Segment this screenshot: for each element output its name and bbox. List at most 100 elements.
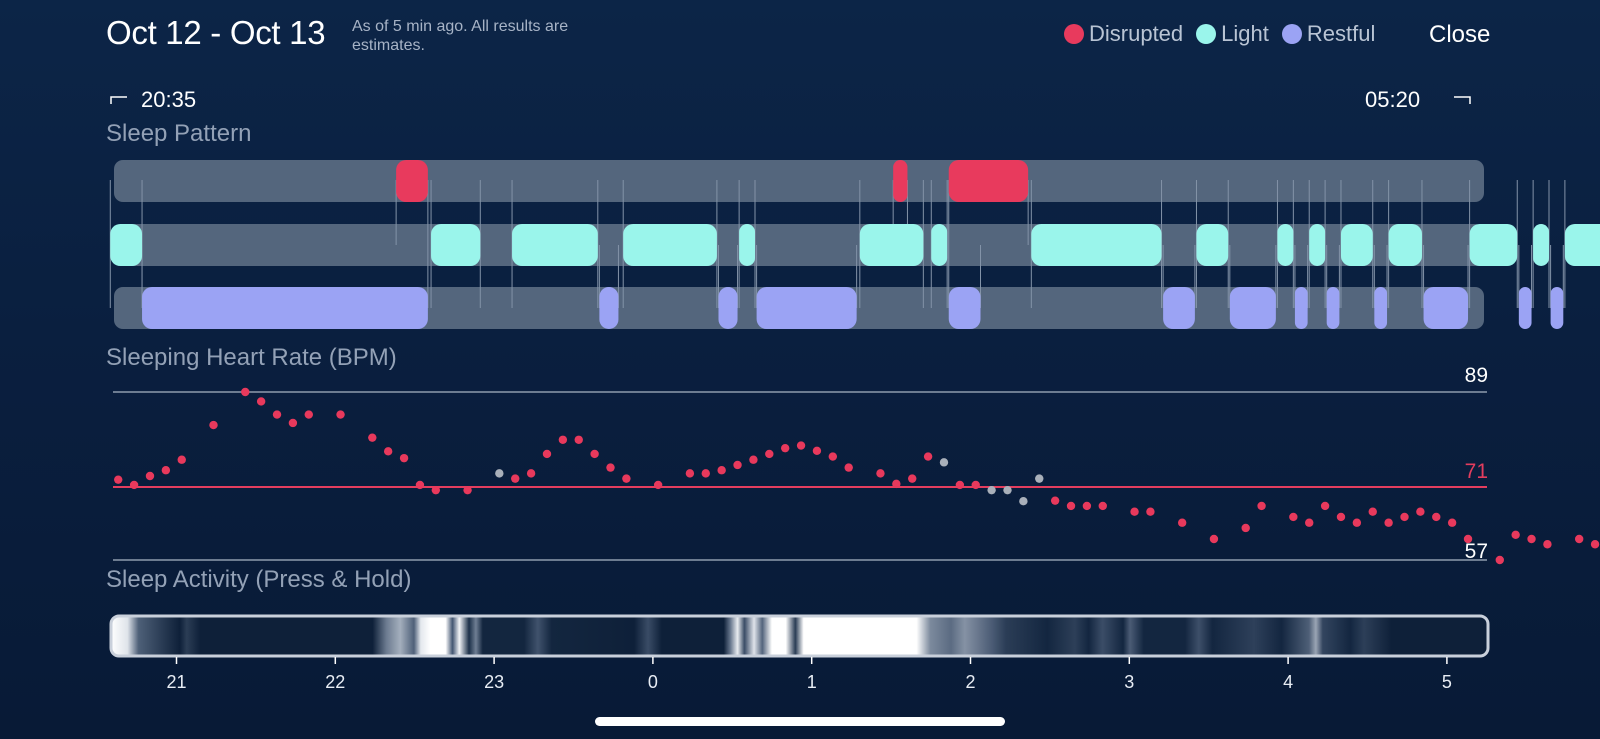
light-segment — [1309, 224, 1326, 266]
hr-point-unreliable — [1035, 474, 1044, 483]
hr-point — [209, 420, 218, 430]
hr-point — [272, 410, 282, 419]
hr-point — [336, 410, 345, 419]
restful-segment — [756, 287, 857, 329]
hr-point — [558, 435, 568, 444]
hr-point — [256, 397, 266, 406]
home-indicator[interactable] — [595, 717, 1005, 726]
hr-point-unreliable — [939, 458, 949, 467]
hr-point — [1336, 512, 1346, 522]
hr-point — [923, 452, 933, 461]
hr-point — [542, 449, 552, 459]
restful-segment — [1374, 287, 1388, 329]
range-end-bracket — [1454, 96, 1471, 104]
light-segment — [1031, 224, 1162, 266]
sleep-activity-bar[interactable] — [109, 614, 1490, 658]
hr-point — [1352, 518, 1362, 527]
hr-point — [511, 474, 520, 483]
hr-point — [701, 469, 710, 478]
range-end-time: 05:20 — [1365, 87, 1421, 112]
hr-point — [1590, 540, 1600, 549]
hr-point — [685, 469, 695, 478]
light-segment — [110, 224, 143, 266]
light-segment — [1340, 224, 1373, 266]
hr-point — [1447, 518, 1457, 527]
hr-point — [1543, 540, 1552, 549]
hr-point-unreliable — [1003, 485, 1012, 495]
restful-segment — [718, 287, 738, 329]
light-segment — [739, 224, 756, 266]
hr-point — [828, 452, 838, 461]
hr-point — [1400, 512, 1409, 522]
hr-point — [780, 443, 790, 453]
hr-point-unreliable — [495, 469, 504, 478]
range-start-bracket — [110, 96, 127, 104]
hr-point — [1130, 507, 1139, 516]
hr-point — [1320, 501, 1330, 511]
hr-point — [368, 433, 377, 442]
legend-item-disrupted: Disrupted — [1064, 21, 1183, 47]
hr-max-label: 89 — [1465, 364, 1488, 387]
legend-dot-disrupted — [1064, 24, 1084, 44]
legend-dot-restful — [1281, 24, 1302, 44]
restful-segment — [1550, 287, 1564, 329]
light-segment — [931, 224, 948, 266]
axis-tick-label: 2 — [965, 672, 975, 692]
hr-point — [844, 463, 853, 472]
hr-point-unreliable — [1019, 497, 1028, 506]
restful-segment — [1423, 287, 1469, 329]
hr-point — [1050, 496, 1060, 505]
hr-point — [1574, 534, 1584, 544]
axis-tick-label: 23 — [484, 672, 504, 692]
hr-point — [1209, 534, 1219, 544]
light-segment — [1533, 224, 1550, 266]
hr-point — [606, 463, 615, 472]
disrupted-segment — [396, 160, 428, 202]
hr-point — [1416, 507, 1425, 516]
restful-segment — [1518, 287, 1532, 329]
disrupted-track — [114, 160, 1484, 202]
hr-point — [463, 485, 472, 495]
close-button[interactable]: Close — [1429, 21, 1491, 48]
hr-point — [288, 418, 298, 428]
hr-point — [1384, 518, 1393, 527]
hr-point — [1463, 534, 1473, 544]
hr-point — [796, 441, 806, 450]
restful-segment — [142, 287, 428, 329]
light-segment — [859, 224, 924, 266]
disrupted-segment — [893, 160, 908, 202]
hr-avg-label: 71 — [1465, 460, 1488, 483]
light-segment — [512, 224, 598, 266]
hr-point — [1146, 507, 1155, 516]
legend-item-restful: Restful — [1281, 21, 1376, 47]
sleep-pattern-label: Sleep Pattern — [106, 120, 252, 147]
axis-tick-label: 0 — [648, 672, 658, 692]
hr-point — [590, 449, 599, 459]
light-segment — [1564, 224, 1600, 266]
light-segment — [623, 224, 717, 266]
hr-point — [1432, 512, 1441, 522]
heart-rate-label: Sleeping Heart Rate (BPM) — [106, 344, 397, 371]
restful-segment — [1163, 287, 1195, 329]
hr-point — [971, 480, 980, 490]
restful-segment — [1229, 287, 1276, 329]
hr-point — [1066, 501, 1076, 511]
hr-point — [1305, 518, 1314, 527]
hr-point — [1082, 501, 1092, 511]
hr-point — [1257, 501, 1266, 511]
hr-point — [765, 449, 774, 459]
light-segment — [431, 224, 481, 266]
axis-tick-label: 22 — [325, 672, 345, 692]
hr-point — [955, 480, 965, 490]
hr-point — [1368, 507, 1377, 516]
light-segment — [1196, 224, 1229, 266]
estimate-note: As of 5 min ago. All results are estimat… — [352, 18, 569, 54]
range-start-time: 20:35 — [141, 87, 197, 112]
restful-segment — [599, 287, 619, 329]
axis-tick-label: 3 — [1124, 672, 1134, 692]
axis-tick-label: 4 — [1283, 672, 1293, 692]
hr-point — [1495, 555, 1504, 565]
legend-label-restful: Restful — [1306, 21, 1376, 46]
hr-min-label: 57 — [1465, 540, 1488, 563]
light-segment — [1469, 224, 1518, 266]
